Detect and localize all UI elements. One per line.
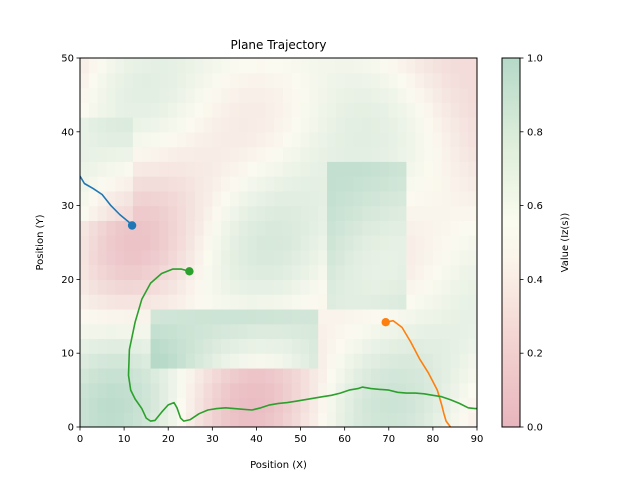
y-tick-label: 50 <box>61 54 74 65</box>
x-tick-label: 10 <box>118 434 131 445</box>
colorbar-tick-label: 0.0 <box>527 423 543 434</box>
y-tick-label: 40 <box>61 127 74 138</box>
plot-frame <box>79 57 478 428</box>
marker-layer <box>127 221 390 327</box>
series-point-1 <box>127 221 137 230</box>
x-axis: 0 10 20 30 40 50 60 70 80 90 <box>77 427 484 445</box>
x-tick-label: 20 <box>162 434 175 445</box>
y-axis-label: Position (Y) <box>35 214 46 270</box>
y-tick-label: 10 <box>61 349 74 360</box>
series-point-3 <box>185 267 194 276</box>
colorbar-label: Value (Iz(s)) <box>560 213 571 273</box>
x-tick-label: 90 <box>471 434 484 445</box>
x-tick-label: 70 <box>382 434 395 445</box>
series-line-3 <box>127 268 477 422</box>
colorbar-tick-label: 0.2 <box>527 349 543 360</box>
colorbar-tick-label: 0.6 <box>527 201 543 212</box>
colorbar-tick-label: 0.8 <box>527 127 543 138</box>
y-tick-label: 20 <box>61 275 74 286</box>
x-tick-label: 80 <box>427 434 440 445</box>
heatmap-background <box>80 58 477 427</box>
colorbar-tick-label: 1.0 <box>527 54 543 65</box>
y-axis: 0 10 20 30 40 50 <box>61 54 80 434</box>
x-tick-label: 30 <box>206 434 219 445</box>
series-point-2 <box>381 318 390 327</box>
colorbar <box>501 57 521 428</box>
y-tick-label: 0 <box>68 423 74 434</box>
series-layer <box>80 175 477 427</box>
colorbar-tick-label: 0.4 <box>527 275 543 286</box>
chart-title: Plane Trajectory <box>231 38 327 52</box>
colorbar-axis: 0.0 0.2 0.4 0.6 0.8 1.0 <box>520 54 543 434</box>
series-line-1 <box>80 175 133 227</box>
x-tick-label: 60 <box>338 434 351 445</box>
y-tick-label: 30 <box>61 201 74 212</box>
series-line-2 <box>384 319 452 427</box>
x-tick-label: 50 <box>294 434 307 445</box>
x-tick-label: 0 <box>77 434 83 445</box>
x-tick-label: 40 <box>250 434 263 445</box>
x-axis-label: Position (X) <box>250 460 307 471</box>
